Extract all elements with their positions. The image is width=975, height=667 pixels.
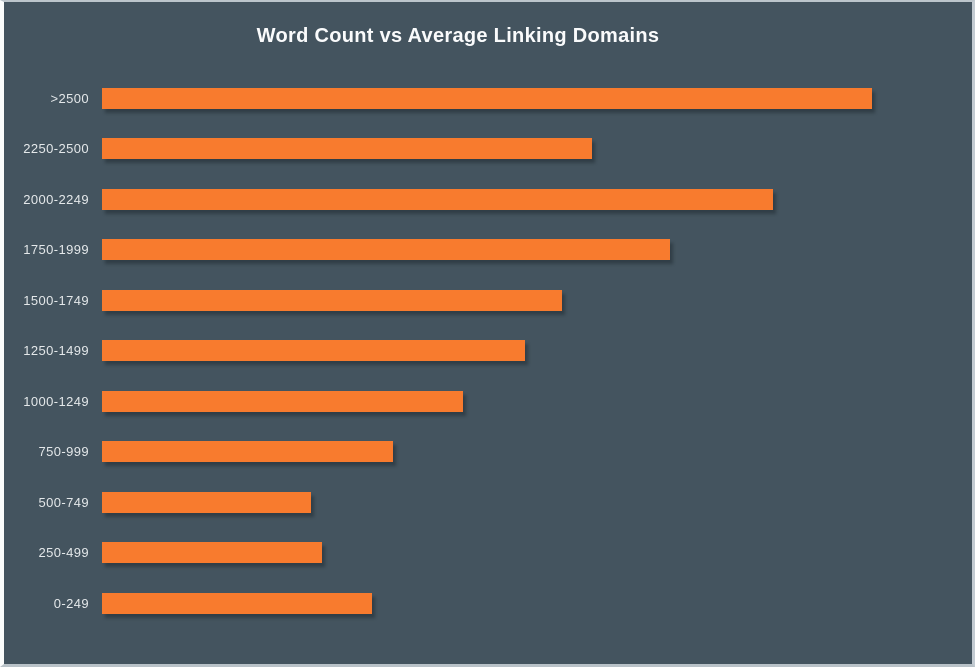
category-label: 2250-2500 <box>23 141 89 157</box>
chart-row: >2500 <box>4 73 972 124</box>
chart-row: 1000-1249 <box>4 376 972 427</box>
category-label: 750-999 <box>38 444 89 460</box>
bar <box>102 138 592 160</box>
chart-row: 2000-2249 <box>4 174 972 225</box>
category-label: 1500-1749 <box>23 292 89 308</box>
chart-row: 1750-1999 <box>4 225 972 276</box>
bar <box>102 340 525 362</box>
chart-row: 0-249 <box>4 578 972 629</box>
category-label: 1000-1249 <box>23 393 89 409</box>
category-label: 500-749 <box>38 494 89 510</box>
bar <box>102 491 311 513</box>
bar <box>102 188 773 210</box>
category-label: 2000-2249 <box>23 191 89 207</box>
bar <box>102 390 463 412</box>
category-label: 0-249 <box>53 595 89 611</box>
category-label: 1250-1499 <box>23 343 89 359</box>
chart-row: 1250-1499 <box>4 326 972 377</box>
bar <box>102 87 872 109</box>
bar <box>102 592 372 614</box>
chart-row: 750-999 <box>4 427 972 478</box>
chart-row: 1500-1749 <box>4 275 972 326</box>
bar <box>102 542 322 564</box>
chart-row: 250-499 <box>4 528 972 579</box>
category-label: >2500 <box>50 90 89 106</box>
bar <box>102 441 393 463</box>
bar <box>102 289 562 311</box>
category-label: 1750-1999 <box>23 242 89 258</box>
category-label: 250-499 <box>38 545 89 561</box>
chart-title: Word Count vs Average Linking Domains <box>256 25 660 47</box>
bar <box>102 239 670 261</box>
chart-row: 2250-2500 <box>4 124 972 175</box>
chart-row: 500-749 <box>4 477 972 528</box>
chart-rows: >2500 2250-2500 2000-2249 1750-1999 1500… <box>4 73 972 629</box>
